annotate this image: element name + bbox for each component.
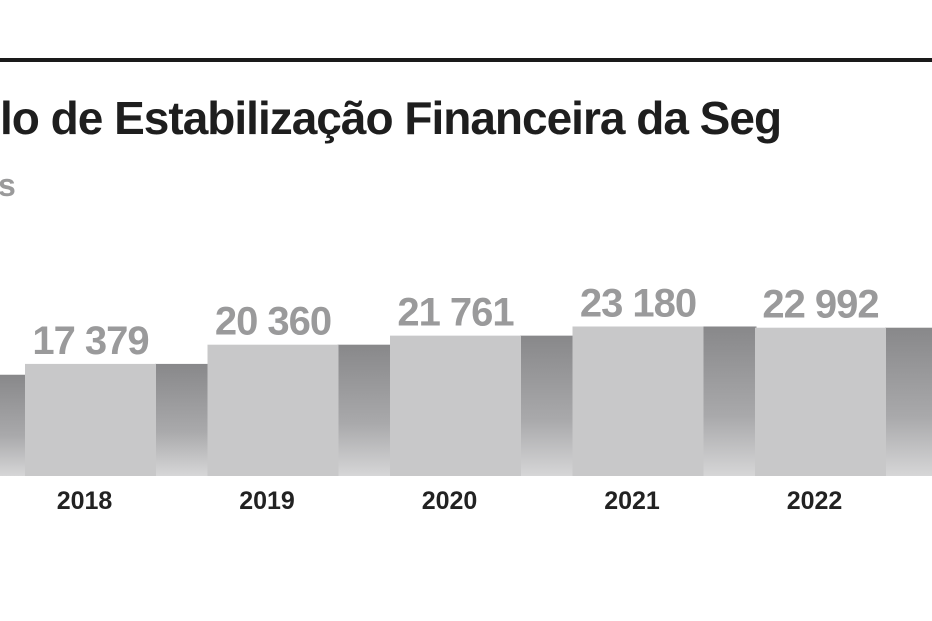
bar-side <box>0 374 27 476</box>
bar-side <box>155 363 209 476</box>
value-label: 21 761 <box>397 291 514 335</box>
x-tick-label: 2022 <box>787 487 843 515</box>
bar-side <box>885 327 932 476</box>
bar <box>755 327 886 476</box>
chart-subtitle: s <box>0 167 16 203</box>
chart-title: lo de Estabilização Financeira da Seg <box>0 92 781 144</box>
x-tick-label: 2019 <box>239 487 295 515</box>
bar <box>572 326 704 476</box>
value-label: 23 180 <box>580 281 696 325</box>
x-tick-label: 2020 <box>422 487 478 515</box>
x-tick-label: 2018 <box>57 487 113 515</box>
bar <box>390 335 521 476</box>
bar <box>207 344 339 476</box>
value-label: 22 992 <box>762 283 878 327</box>
value-label: 17 379 <box>32 319 148 363</box>
bar-side <box>520 335 574 476</box>
bar-side <box>337 344 392 476</box>
x-tick-label: 2021 <box>604 487 660 515</box>
value-label: 20 360 <box>215 300 331 344</box>
bar <box>25 363 156 476</box>
bar-side <box>702 326 757 476</box>
